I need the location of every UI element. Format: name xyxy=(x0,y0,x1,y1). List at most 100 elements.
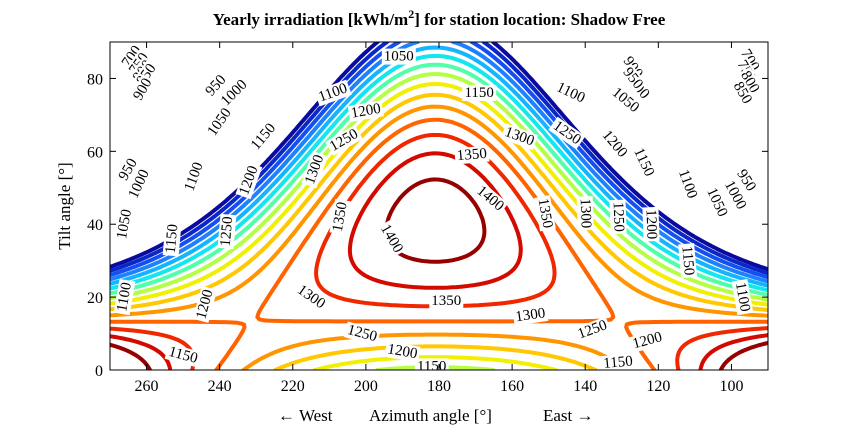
x-tick-label: 160 xyxy=(500,378,524,395)
contour-label-background xyxy=(216,75,252,111)
x-axis-ticks: 260 240 220 200 180 160 140 120 100 xyxy=(135,42,743,395)
contour-label-text: 1050 xyxy=(114,208,135,240)
contour-label: 1250 xyxy=(217,213,237,250)
contour-label-background xyxy=(551,78,590,108)
contour-label-background xyxy=(201,70,231,101)
contour-label-background xyxy=(114,154,142,185)
contour-label-background xyxy=(381,48,416,65)
contour-label-text: 1350 xyxy=(330,201,351,233)
y-tick-label: 80 xyxy=(87,71,103,88)
contour-label-background xyxy=(600,353,636,373)
contour-label-background xyxy=(117,41,146,72)
contour-label: 1100 xyxy=(113,278,136,316)
contour-label-background xyxy=(203,103,237,141)
contour-label-text: 1150 xyxy=(167,344,200,367)
contour-label-text: 1100 xyxy=(675,168,700,201)
contour-label-background xyxy=(164,343,202,368)
contour-label-text: 1150 xyxy=(163,223,182,254)
contour-label-background xyxy=(548,116,586,150)
y-tick-label: 20 xyxy=(87,290,103,307)
contour-label-background xyxy=(384,340,421,363)
contour-label-background xyxy=(534,195,556,232)
contour-label-text: 1150 xyxy=(417,358,446,374)
contour-label: 1300 xyxy=(576,196,594,231)
contour-label-background xyxy=(113,206,136,243)
contour-label-background xyxy=(454,145,490,165)
contour-label: 1150 xyxy=(629,143,659,182)
contour-label: 1200 xyxy=(384,340,421,363)
x-tick-label: 120 xyxy=(646,378,670,395)
x-axis-east-label: East → xyxy=(543,406,594,425)
contour-label: 1300 xyxy=(512,305,549,326)
x-tick-label: 140 xyxy=(573,378,597,395)
contour-label-background xyxy=(629,143,659,182)
contour-label-background xyxy=(728,77,756,109)
contour-label-background xyxy=(736,66,764,98)
contour-label-background xyxy=(597,125,632,163)
x-axis-label: Azimuth angle [°] xyxy=(369,406,492,425)
contour-label-text: 1200 xyxy=(631,329,664,352)
contour-label-background xyxy=(607,83,644,118)
contour-label-background xyxy=(720,176,751,214)
contour-label-text: 1100 xyxy=(114,281,135,313)
chart-title-main: Yearly irradiation [kWh/m xyxy=(213,10,409,29)
contour-label-background xyxy=(347,100,385,123)
contour-label: 1200 xyxy=(628,328,666,353)
contour-label-background xyxy=(113,278,136,316)
y-tick-label: 60 xyxy=(87,144,103,161)
contour-label-text: 1250 xyxy=(346,322,379,345)
contour-label: 1100 xyxy=(674,165,701,203)
contour-label-background xyxy=(325,124,363,156)
contour-label-text: 1250 xyxy=(218,216,237,247)
contour-label-text: 1200 xyxy=(642,209,659,240)
contour-label-text: 1300 xyxy=(577,198,594,229)
contour-labels: 1050950100011001150110010501000900950120… xyxy=(113,41,764,375)
x-tick-label: 200 xyxy=(354,378,378,395)
x-axis-west-label: ← West xyxy=(278,406,333,425)
contour-label: 1150 xyxy=(164,343,202,368)
contour-label-background xyxy=(343,321,381,346)
contour-label-text: 1100 xyxy=(554,80,587,107)
contour-label-background xyxy=(314,79,352,107)
contour-label-text: 1100 xyxy=(732,281,753,313)
contour-label-background xyxy=(500,123,539,151)
contour-label-text: 1150 xyxy=(630,146,657,179)
contour-label-background xyxy=(162,221,182,257)
contour-label: 1350 xyxy=(454,145,490,165)
contour-label-text: 1150 xyxy=(464,85,493,101)
x-tick-label: 260 xyxy=(135,378,159,395)
contour-label-background xyxy=(129,74,157,105)
contour-label-background xyxy=(329,198,352,236)
contour-label: 1150 xyxy=(678,243,698,279)
chart-title-sup: 2 xyxy=(408,7,414,21)
contour-label-background xyxy=(642,206,660,242)
contour-label: 1150 xyxy=(162,221,182,257)
x-tick-label: 220 xyxy=(281,378,305,395)
contour-label: 1300 xyxy=(292,280,330,314)
contour-label: 1200 xyxy=(642,206,660,242)
y-tick-label: 0 xyxy=(95,363,103,380)
contour-label-background xyxy=(429,292,464,309)
contour-label-background xyxy=(235,161,263,200)
x-tick-label: 180 xyxy=(427,378,451,395)
contour-label-background xyxy=(512,305,549,326)
contour-label-background xyxy=(472,181,509,216)
contour-line-1250 xyxy=(110,117,768,370)
contour-label-background xyxy=(192,285,218,323)
contour-label-background xyxy=(217,213,237,250)
contour-label-background xyxy=(576,196,594,231)
contour-label-background xyxy=(678,243,698,279)
contour-label-background xyxy=(731,278,754,316)
contour-label: 1150 xyxy=(600,353,636,373)
contour-line-900 xyxy=(110,45,768,288)
contour-label-background xyxy=(462,85,497,101)
contour-line-1000 xyxy=(110,62,768,297)
contour-label: 1050 xyxy=(381,48,416,65)
contour-label: 1050 xyxy=(113,206,136,243)
contour-label: 1150 xyxy=(414,358,449,375)
contour-label-background xyxy=(573,316,612,344)
contour-label-background xyxy=(628,328,666,353)
contour-label: 1100 xyxy=(180,158,208,196)
contour-line-1350 xyxy=(110,151,768,370)
